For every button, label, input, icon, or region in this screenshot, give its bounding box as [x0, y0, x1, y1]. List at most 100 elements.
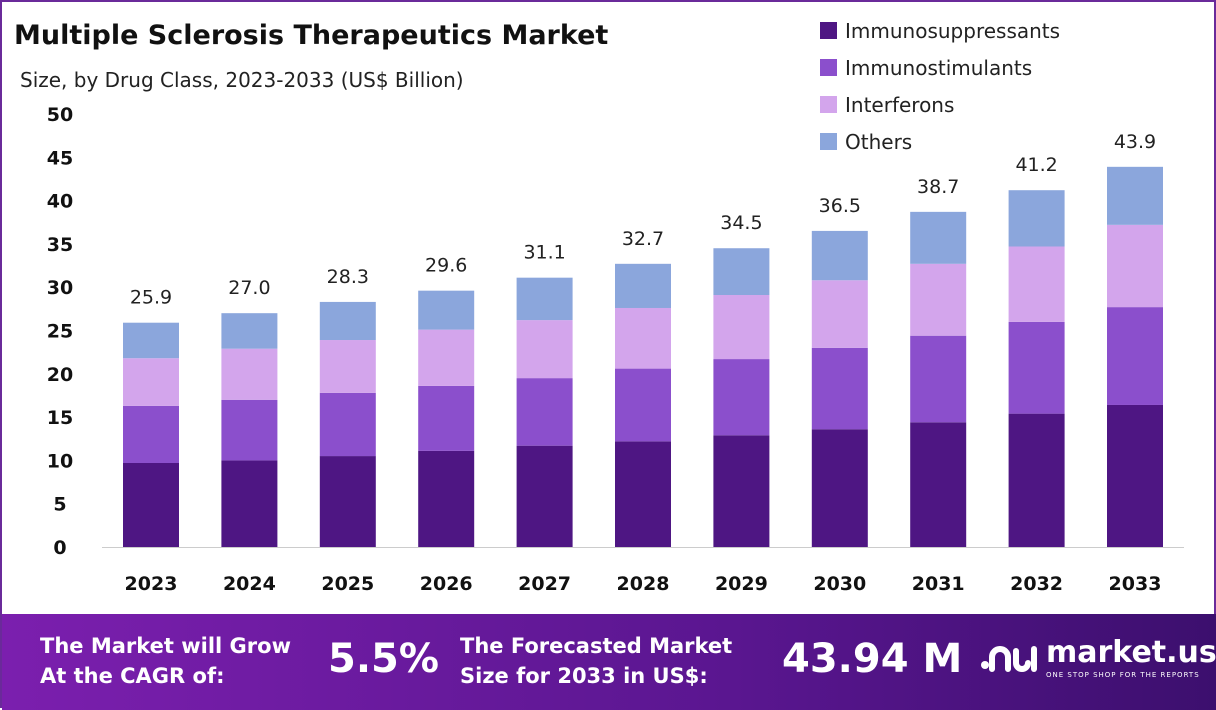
bar-segment-interferons [910, 263, 967, 336]
y-tick-label: 10 [47, 450, 73, 472]
bar-segment-interferons [1107, 224, 1163, 308]
legend-label: Interferons [845, 92, 955, 117]
legend-label: Others [845, 129, 913, 154]
bar-segment-immunostimulants [319, 392, 376, 457]
forecast-label-line1: The Forecasted Market [460, 634, 733, 658]
legend-swatch [820, 59, 837, 76]
y-tick-label: 25 [47, 321, 73, 343]
legend-swatch [820, 22, 837, 39]
bar-segment-immunostimulants [1008, 321, 1065, 414]
bar-segment-interferons [221, 348, 278, 400]
y-tick-label: 45 [47, 147, 73, 169]
bar-segment-interferons [1008, 246, 1065, 322]
y-tick-label: 20 [47, 364, 73, 386]
bar-segment-interferons [319, 340, 376, 393]
bar-segment-immunostimulants [221, 399, 278, 461]
legend-item: Interferons [820, 86, 1060, 123]
bar-segment-immunostimulants [615, 368, 671, 442]
x-tick-label: 2024 [223, 573, 276, 595]
bar-segment-others [1008, 190, 1065, 247]
x-tick-label: 2026 [420, 573, 473, 595]
y-tick-label: 0 [53, 537, 66, 559]
bar-segment-immunostimulants [418, 385, 475, 451]
footer-banner: The Market will Grow At the CAGR of: 5.5%… [2, 614, 1216, 710]
bar-segment-immunosuppressants [615, 441, 671, 547]
total-data-label: 29.6 [425, 255, 467, 277]
bar-segment-others [713, 248, 770, 295]
bar-segment-interferons [123, 358, 179, 406]
forecast-value: 43.94 M [782, 636, 963, 682]
y-tick-label: 15 [47, 407, 73, 429]
legend: Immunosuppressants Immunostimulants Interf… [820, 12, 1060, 160]
x-tick-label: 2028 [617, 573, 670, 595]
total-data-label: 32.7 [622, 228, 664, 250]
cagr-label-line1: The Market will Grow [40, 634, 291, 658]
y-tick-label: 40 [47, 191, 73, 213]
x-tick-label: 2030 [813, 573, 866, 595]
bar-segment-immunostimulants [811, 347, 868, 430]
chart-subtitle: Size, by Drug Class, 2023-2033 (US$ Bill… [20, 68, 464, 92]
bar-segment-immunosuppressants [1008, 413, 1065, 547]
x-tick-label: 2023 [125, 573, 178, 595]
bar-segment-others [123, 322, 179, 359]
total-data-label: 28.3 [327, 266, 369, 288]
bar-segment-interferons [811, 280, 868, 348]
legend-swatch [820, 96, 837, 113]
x-tick-label: 2032 [1010, 573, 1063, 595]
total-data-label: 38.7 [917, 176, 959, 198]
logo-text: market.us [1046, 635, 1216, 670]
bar-segment-others [418, 290, 475, 330]
bar-segment-immunosuppressants [811, 429, 868, 547]
y-tick-label: 50 [47, 104, 73, 126]
bar-segment-others [516, 277, 573, 321]
bar-segment-interferons [516, 320, 573, 379]
bar-segment-immunostimulants [123, 405, 179, 463]
total-data-label: 31.1 [523, 242, 565, 264]
bar-segment-immunosuppressants [516, 445, 573, 547]
legend-item: Others [820, 123, 1060, 160]
bar-segment-immunostimulants [713, 359, 770, 436]
bar-segment-immunosuppressants [910, 422, 967, 547]
bar-segment-others [221, 313, 278, 349]
bar-segment-immunosuppressants [713, 435, 770, 547]
total-data-label: 25.9 [130, 287, 172, 309]
bar-segment-others [615, 263, 671, 308]
cagr-label-line2: At the CAGR of: [40, 664, 225, 688]
y-tick-label: 35 [47, 234, 73, 256]
cagr-label: The Market will Grow At the CAGR of: [40, 631, 291, 691]
bar-chart: 0510152025303540455025.9202327.0202428.3… [47, 104, 1184, 595]
bar-segment-immunostimulants [1107, 307, 1163, 405]
bar-segment-others [811, 230, 868, 281]
forecast-label: The Forecasted Market Size for 2033 in US… [460, 631, 732, 691]
bar-segment-immunostimulants [910, 335, 967, 423]
bar-segment-immunostimulants [516, 378, 573, 446]
total-data-label: 27.0 [228, 277, 270, 299]
logo-tagline: ONE STOP SHOP FOR THE REPORTS [1046, 671, 1200, 679]
bar-segment-immunosuppressants [1107, 404, 1163, 547]
forecast-label-line2: Size for 2033 in US$: [460, 664, 708, 688]
cagr-value: 5.5% [328, 636, 439, 682]
total-data-label: 34.5 [720, 212, 762, 234]
bar-segment-interferons [418, 329, 475, 386]
bar-segment-immunosuppressants [221, 460, 278, 547]
legend-item: Immunostimulants [820, 49, 1060, 86]
bar-segment-immunosuppressants [123, 462, 179, 547]
bar-segment-interferons [615, 307, 671, 369]
x-tick-label: 2033 [1109, 573, 1162, 595]
legend-label: Immunostimulants [845, 55, 1033, 80]
logo-icon [981, 645, 1037, 672]
chart-title: Multiple Sclerosis Therapeutics Market [14, 20, 609, 51]
x-tick-label: 2025 [321, 573, 374, 595]
y-tick-label: 5 [53, 494, 66, 516]
x-tick-label: 2027 [518, 573, 571, 595]
bar-segment-others [910, 211, 967, 264]
total-data-label: 43.9 [1114, 131, 1156, 153]
legend-swatch [820, 133, 837, 150]
bar-segment-others [1107, 166, 1163, 225]
legend-item: Immunosuppressants [820, 12, 1060, 49]
x-tick-label: 2029 [715, 573, 768, 595]
total-data-label: 41.2 [1015, 154, 1057, 176]
total-data-label: 36.5 [819, 195, 861, 217]
bar-segment-immunosuppressants [319, 456, 376, 547]
market-us-logo: market.us ONE STOP SHOP FOR THE REPORTS [978, 638, 1216, 679]
